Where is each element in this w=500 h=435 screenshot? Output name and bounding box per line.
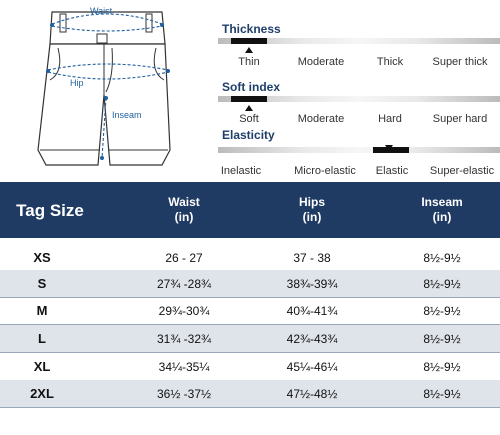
table-row: XS 26 - 27 37 - 38 8½-9½ (0, 244, 500, 271)
elasticity-option: Super-elastic (429, 165, 495, 177)
scale-title-thickness: Thickness (222, 22, 281, 36)
shorts-outline-icon (37, 11, 171, 166)
cell-size: XS (33, 250, 51, 265)
elasticity-option: Micro-elastic (294, 165, 356, 177)
cell-inseam: 8½-9½ (423, 303, 461, 318)
inseam-label: Inseam (112, 110, 142, 120)
hip-label: Hip (70, 78, 84, 88)
cell-hips: 40¾-41¾ (286, 303, 338, 318)
elasticity-marker-icon (385, 145, 393, 151)
thickness-option: Moderate (297, 56, 345, 68)
cell-inseam: 8½-9½ (423, 386, 461, 401)
soft-index-bar (218, 96, 500, 102)
cell-inseam: 8½-9½ (423, 359, 461, 374)
cell-hips: 47½-48½ (286, 386, 338, 401)
header-waist: Waist (in) (134, 182, 234, 238)
table-row: S 27¾ -28¾ 38¾-39¾ 8½-9½ (0, 270, 500, 298)
header-inseam-unit: (in) (432, 210, 452, 224)
cell-waist: 36½ -37½ (156, 386, 212, 401)
cell-hips: 37 - 38 (293, 250, 331, 265)
fabric-scales: Thickness Thin Moderate Thick Super thic… (218, 0, 500, 180)
thickness-option: Thick (376, 56, 404, 68)
scale-title-soft-index: Soft index (222, 80, 281, 94)
cell-hips: 38¾-39¾ (286, 276, 338, 291)
header-hips: Hips (in) (262, 182, 362, 238)
thickness-marker-icon (245, 47, 253, 53)
header-tag-size: Tag Size (16, 200, 84, 220)
scale-title-elasticity: Elasticity (222, 128, 275, 142)
soft-index-bar-fill (231, 96, 267, 102)
cell-size: L (38, 331, 46, 346)
cell-size: 2XL (30, 386, 54, 401)
size-table-header: Tag Size Waist (in) Hips (in) Inseam (in… (0, 182, 500, 238)
table-row: 2XL 36½ -37½ 47½-48½ 8½-9½ (0, 380, 500, 408)
cell-waist: 26 - 27 (165, 250, 203, 265)
elasticity-bar (218, 147, 500, 153)
header-waist-label: Waist (168, 195, 200, 209)
thickness-bar-fill (231, 38, 267, 44)
waist-label: Waist (90, 6, 113, 16)
header-hips-unit: (in) (302, 210, 322, 224)
elasticity-option: Elastic (375, 165, 409, 177)
table-row: XL 34¼-35¼ 45¼-46¼ 8½-9½ (0, 353, 500, 381)
soft-index-marker-icon (245, 105, 253, 111)
thickness-option: Thin (238, 56, 260, 68)
elasticity-option: Inelastic (220, 165, 262, 177)
header-waist-unit: (in) (174, 210, 194, 224)
shorts-diagram: Waist Hip Inseam (0, 0, 215, 180)
soft-index-option: Soft (239, 113, 259, 125)
cell-waist: 31¾ -32¾ (156, 331, 212, 346)
cell-inseam: 8½-9½ (423, 250, 461, 265)
table-row: L 31¾ -32¾ 42¾-43¾ 8½-9½ (0, 325, 500, 353)
cell-inseam: 8½-9½ (423, 276, 461, 291)
thickness-bar (218, 38, 500, 44)
cell-hips: 42¾-43¾ (286, 331, 338, 346)
table-row: M 29¾-30¾ 40¾-41¾ 8½-9½ (0, 297, 500, 325)
soft-index-option: Moderate (297, 113, 345, 125)
cell-waist: 34¼-35¼ (158, 359, 210, 374)
header-inseam-label: Inseam (421, 195, 463, 209)
top-section: Waist Hip Inseam Thickness Thin Moderate… (0, 0, 500, 180)
header-hips-label: Hips (298, 195, 325, 209)
header-inseam: Inseam (in) (392, 182, 492, 238)
cell-size: M (36, 303, 48, 318)
soft-index-option: Hard (378, 113, 402, 125)
cell-hips: 45¼-46¼ (286, 359, 338, 374)
soft-index-option: Super hard (432, 113, 488, 125)
cell-waist: 27¾ -28¾ (156, 276, 212, 291)
thickness-option: Super thick (432, 56, 488, 68)
cell-size: S (37, 276, 47, 291)
cell-size: XL (33, 359, 51, 374)
cell-inseam: 8½-9½ (423, 331, 461, 346)
cell-waist: 29¾-30¾ (158, 303, 210, 318)
